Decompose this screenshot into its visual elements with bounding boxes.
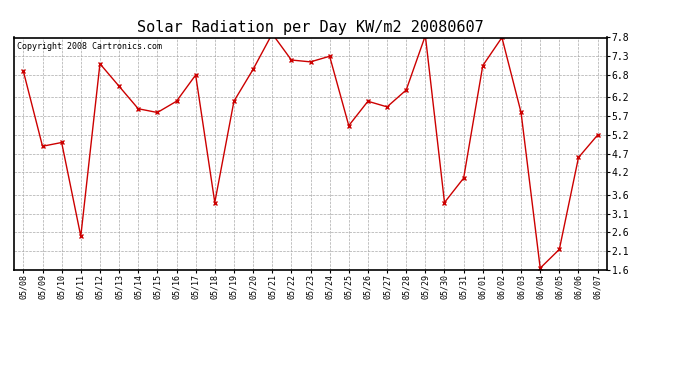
Title: Solar Radiation per Day KW/m2 20080607: Solar Radiation per Day KW/m2 20080607 (137, 20, 484, 35)
Text: Copyright 2008 Cartronics.com: Copyright 2008 Cartronics.com (17, 42, 161, 51)
